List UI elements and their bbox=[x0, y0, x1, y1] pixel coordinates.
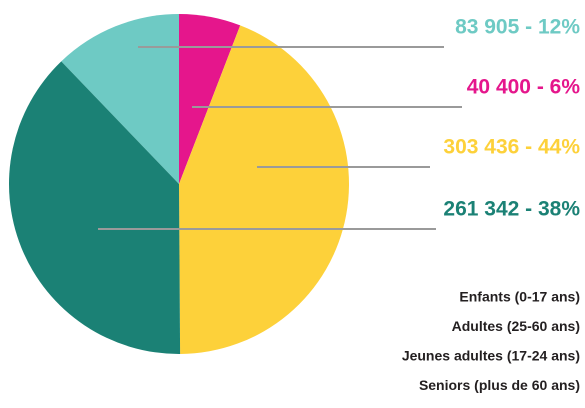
pie-slice bbox=[179, 14, 241, 184]
value-label: 40 400 - 6% bbox=[467, 76, 581, 99]
legend-entry: Adultes (25-60 ans) bbox=[452, 318, 580, 334]
pie-slice bbox=[61, 13, 179, 184]
value-label: 83 905 - 12% bbox=[455, 16, 580, 39]
legend-entry: Seniors (plus de 60 ans) bbox=[419, 377, 580, 393]
legend-entry: Enfants (0-17 ans) bbox=[459, 289, 580, 305]
value-label: 303 436 - 44% bbox=[443, 136, 580, 159]
value-label: 261 342 - 38% bbox=[443, 198, 580, 221]
legend-entry: Jeunes adultes (17-24 ans) bbox=[402, 348, 580, 364]
pie-slice bbox=[8, 61, 181, 355]
